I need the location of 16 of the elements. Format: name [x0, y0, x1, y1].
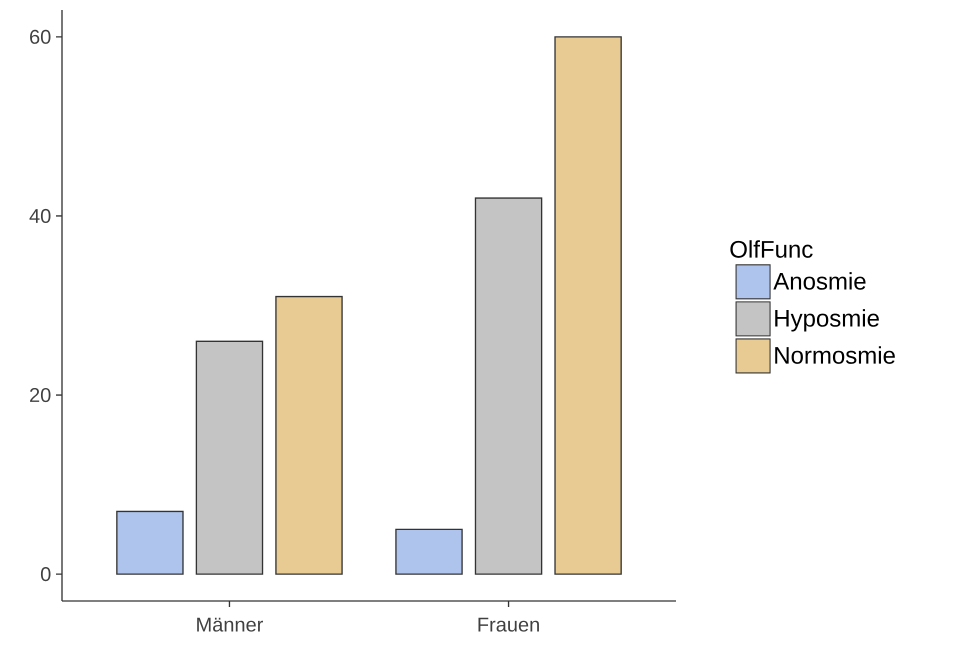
bar	[275, 296, 343, 575]
legend-label: Normosmie	[775, 346, 895, 364]
y-tick-label: 40	[30, 208, 50, 224]
bar	[395, 528, 463, 575]
legend-label: Hyposmie	[775, 309, 879, 332]
bar	[196, 340, 264, 575]
y-tick-label: 60	[30, 30, 50, 44]
bar	[474, 197, 542, 575]
bar	[554, 36, 622, 575]
legend-title: OlfFunc	[730, 240, 813, 258]
x-tick-label: Frauen	[478, 618, 539, 632]
y-tick-label: 20	[30, 388, 50, 402]
y-tick-label: 0	[40, 567, 50, 582]
bar	[116, 510, 184, 575]
legend-label: Anosmie	[773, 272, 866, 290]
x-tick-label: Männer	[197, 618, 264, 632]
